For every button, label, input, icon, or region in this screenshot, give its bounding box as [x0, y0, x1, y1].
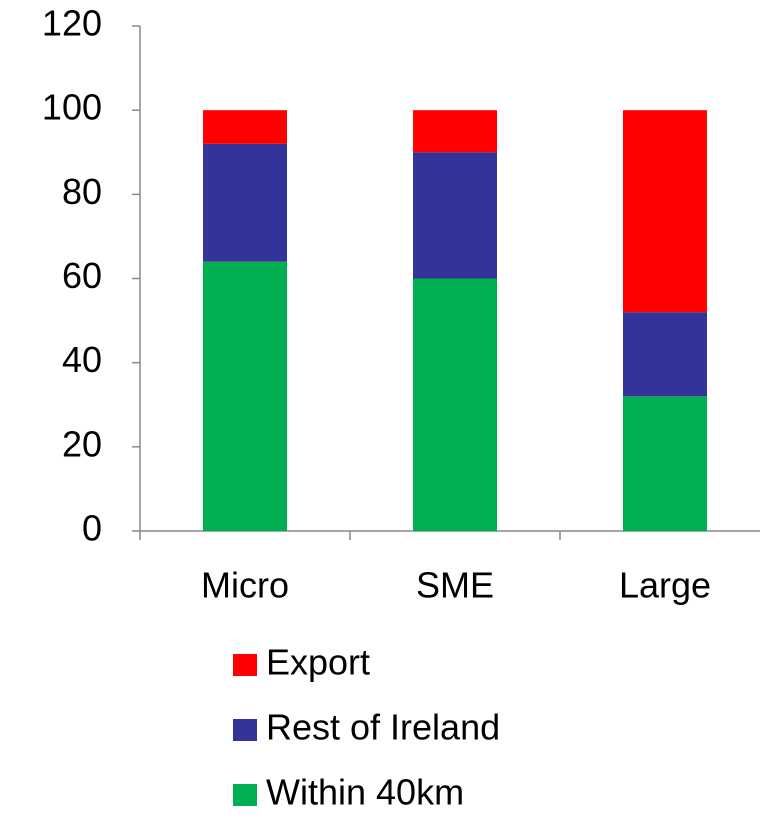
bar-segment [413, 152, 497, 279]
y-tick-label: 20 [62, 423, 102, 464]
bar-segment [203, 261, 287, 531]
bar-segment [413, 278, 497, 531]
legend-swatch [233, 654, 257, 676]
legend-swatch [233, 784, 257, 806]
bar-segment [203, 143, 287, 262]
y-tick-label: 100 [42, 87, 102, 128]
x-tick-label: Micro [201, 565, 289, 606]
legend-label: Rest of Ireland [266, 707, 500, 748]
bar-segment [623, 396, 707, 531]
y-tick-label: 0 [82, 508, 102, 549]
bar-segment [623, 110, 707, 313]
x-tick-label: SME [416, 565, 494, 606]
y-tick-label: 80 [62, 171, 102, 212]
bar-segment [413, 110, 497, 153]
bar-segment [203, 110, 287, 144]
x-tick-label: Large [619, 565, 711, 606]
bar-segment [623, 312, 707, 397]
legend-label: Within 40km [266, 772, 464, 813]
legend-swatch [233, 719, 257, 741]
legend-label: Export [266, 642, 370, 683]
y-tick-label: 60 [62, 255, 102, 296]
y-tick-label: 40 [62, 339, 102, 380]
y-tick-label: 120 [42, 3, 102, 44]
